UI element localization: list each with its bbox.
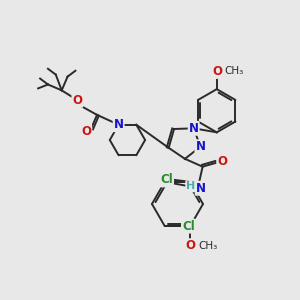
Text: N: N bbox=[114, 118, 124, 131]
Text: Cl: Cl bbox=[182, 220, 195, 232]
Text: N: N bbox=[189, 122, 199, 135]
Text: CH₃: CH₃ bbox=[225, 67, 244, 76]
Text: Cl: Cl bbox=[160, 173, 173, 186]
Text: H: H bbox=[186, 181, 195, 191]
Text: O: O bbox=[81, 125, 91, 138]
Text: CH₃: CH₃ bbox=[198, 241, 217, 251]
Text: O: O bbox=[213, 65, 223, 78]
Text: O: O bbox=[185, 239, 195, 252]
Text: O: O bbox=[72, 94, 82, 107]
Text: N: N bbox=[196, 182, 206, 195]
Text: N: N bbox=[195, 140, 206, 153]
Text: O: O bbox=[217, 155, 227, 168]
